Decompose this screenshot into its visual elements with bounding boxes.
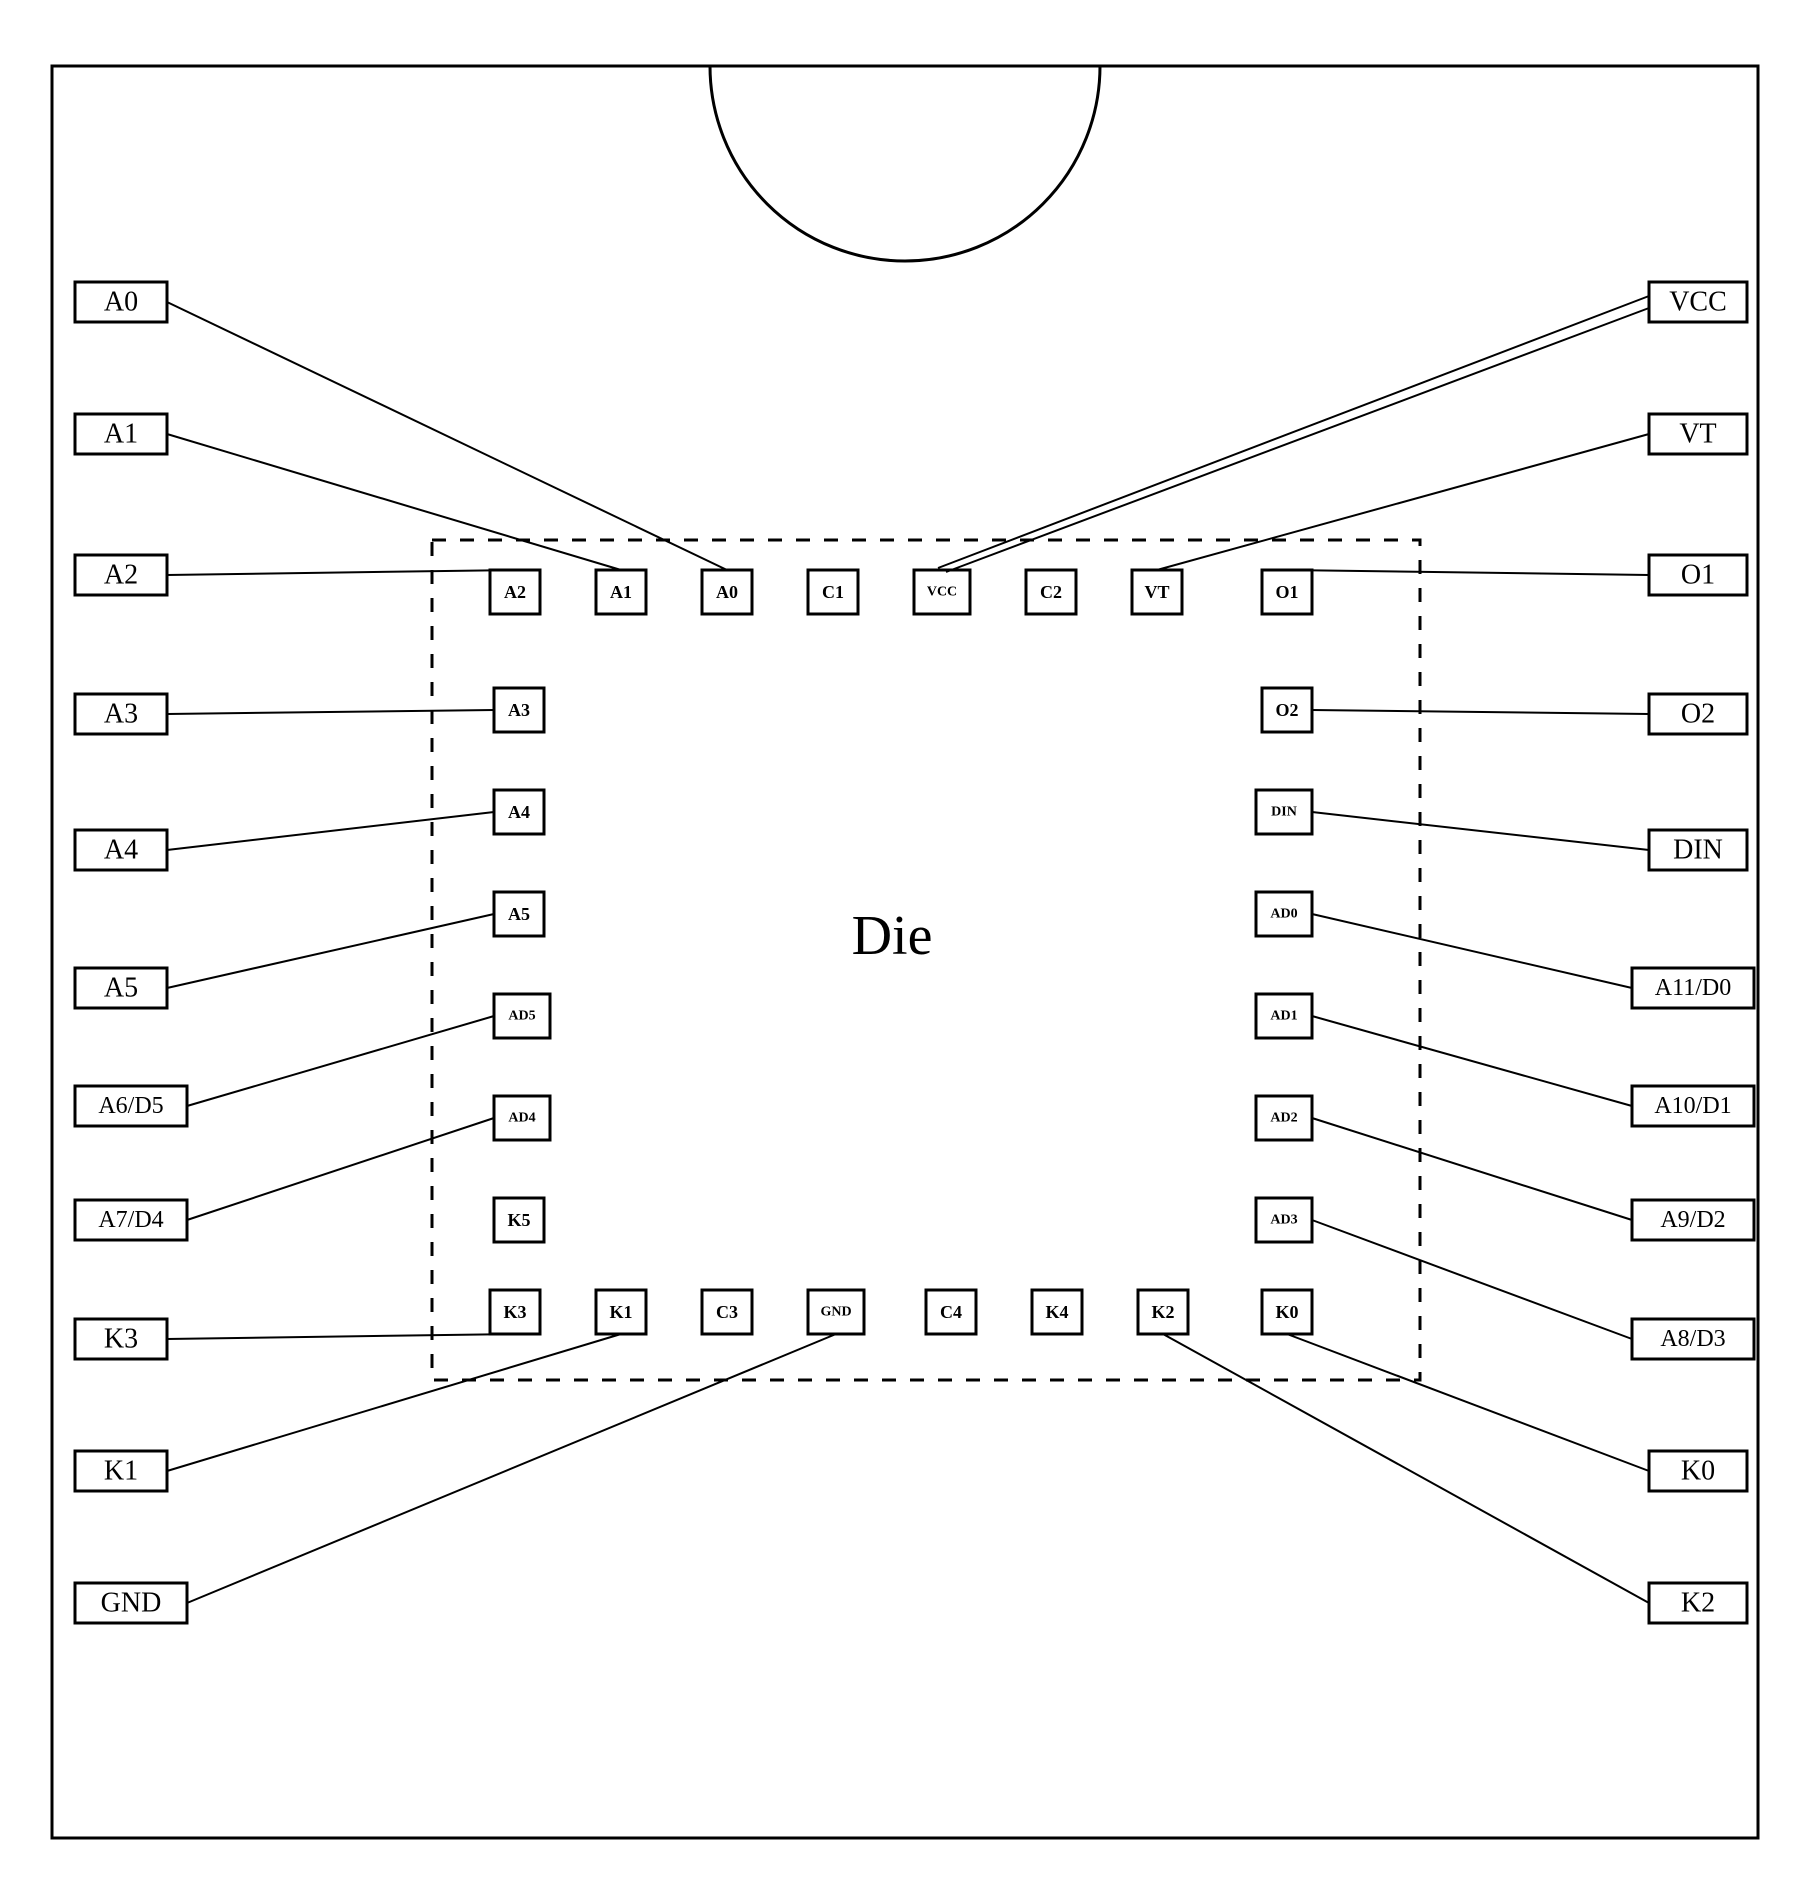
package-pin-label: A2: [104, 560, 138, 591]
die-label: Die: [852, 905, 933, 967]
bond-wire: [167, 570, 515, 575]
chip-bonding-diagram: A0 A1 A2 A3 A4 A5 A6/D5 A7/D4 K3 K1 GND VCC VT O1 O2 DI…: [0, 0, 1810, 1898]
package-pin-label: DIN: [1673, 835, 1723, 866]
die-pad-label: K5: [507, 1210, 530, 1230]
bond-wire: [167, 302, 727, 570]
die-pad-label: AD5: [508, 1009, 535, 1024]
bond-wire: [167, 1334, 515, 1339]
bond-wire: [946, 308, 1649, 572]
package-pin-label: A11/D0: [1655, 975, 1731, 1001]
package-pin-label: A0: [104, 287, 138, 318]
bond-wire: [938, 296, 1649, 568]
die-pad-label: VT: [1144, 582, 1169, 602]
bond-wire: [167, 914, 494, 988]
die-pad-label: K3: [503, 1302, 526, 1322]
bond-wire: [167, 710, 494, 714]
die-pad-label: A5: [508, 904, 530, 924]
die-pad-label: A1: [610, 582, 632, 602]
package-pin-label: A3: [104, 699, 138, 730]
package-pin-label: K3: [104, 1324, 138, 1355]
bond-wire: [1312, 1118, 1632, 1220]
die-pad-label: C3: [716, 1302, 738, 1322]
bond-wire: [1287, 1334, 1649, 1471]
package-pin-label: VT: [1679, 419, 1716, 450]
bond-wire: [167, 812, 494, 850]
package-pin-label: K1: [104, 1456, 138, 1487]
package-pin-label: O1: [1681, 560, 1715, 591]
die-pad-label: AD1: [1270, 1009, 1297, 1024]
die-pad-label: A3: [508, 700, 530, 720]
package-pin-label: A4: [104, 835, 138, 866]
bond-wire: [1312, 1016, 1632, 1106]
die-pad-label: O2: [1275, 700, 1298, 720]
die-pad-label: K0: [1275, 1302, 1298, 1322]
die-pad-label: DIN: [1271, 805, 1297, 820]
package-pin-label: A9/D2: [1660, 1207, 1725, 1233]
die-pad-label: AD0: [1270, 907, 1297, 922]
bond-wire: [1312, 812, 1649, 850]
package-pin-label: O2: [1681, 699, 1715, 730]
package-pin-label: A8/D3: [1660, 1326, 1725, 1352]
die-pad-label: C2: [1040, 582, 1062, 602]
die-pad-label: K4: [1045, 1302, 1068, 1322]
package-pin-label: GND: [101, 1588, 162, 1619]
bond-wire: [187, 1016, 494, 1106]
die-pad-label: A0: [716, 582, 738, 602]
die-pad-label: AD2: [1270, 1111, 1297, 1126]
bond-wire: [1287, 570, 1649, 575]
package-pin-label: A1: [104, 419, 138, 450]
package-pin-label: VCC: [1669, 287, 1727, 318]
die-pad-label: C1: [822, 582, 844, 602]
package-pin-label: A6/D5: [98, 1093, 163, 1119]
die-pad-label: O1: [1275, 582, 1298, 602]
package-pin-label: K0: [1681, 1456, 1715, 1487]
die-pad-label: A4: [508, 802, 530, 822]
die-pad-label: K1: [609, 1302, 632, 1322]
die-pad-label: K2: [1151, 1302, 1174, 1322]
bond-wire: [187, 1118, 494, 1220]
bond-wire: [1312, 710, 1649, 714]
package-pin-label: A7/D4: [98, 1207, 163, 1233]
package-pin-label: A5: [104, 973, 138, 1004]
bond-wire: [1163, 1334, 1649, 1603]
die-pad-label: AD3: [1270, 1213, 1297, 1228]
bond-wire: [1157, 434, 1649, 570]
bond-wire: [167, 434, 621, 570]
package-pin-label: K2: [1681, 1588, 1715, 1619]
die-pad-label: A2: [504, 582, 526, 602]
die-pad-label: C4: [940, 1302, 962, 1322]
orientation-notch: [710, 66, 1100, 261]
die-pad-label: GND: [820, 1305, 851, 1320]
bond-wire: [1312, 914, 1632, 988]
bond-wire: [187, 1334, 836, 1603]
die-pad-label: VCC: [927, 585, 957, 600]
bond-wire: [1312, 1220, 1632, 1339]
die-pad-label: AD4: [508, 1111, 535, 1126]
package-pin-label: A10/D1: [1654, 1093, 1731, 1119]
